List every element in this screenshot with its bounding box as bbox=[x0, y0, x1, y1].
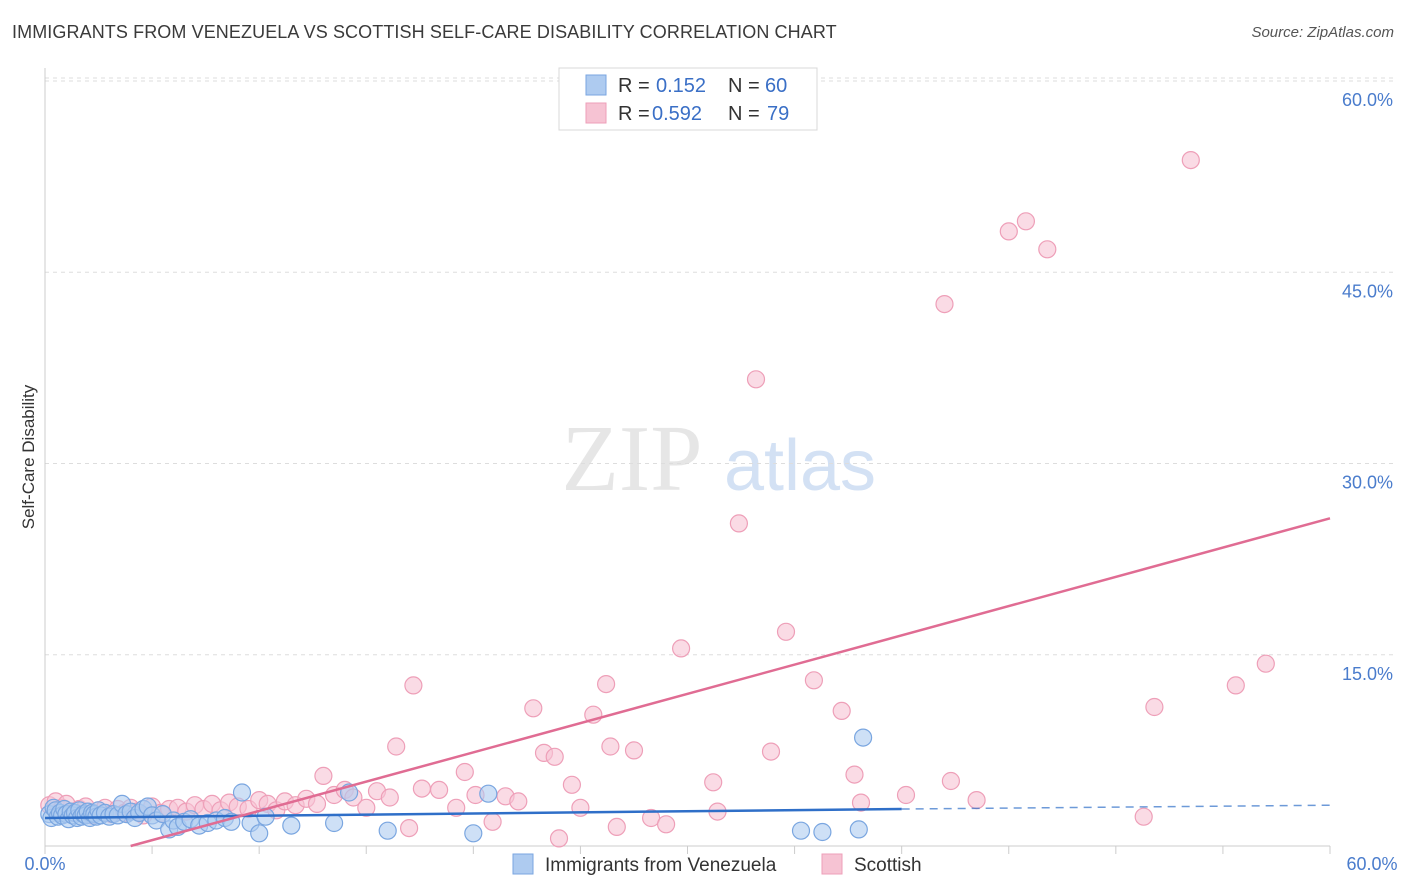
bottom-legend-swatch-scottish bbox=[821, 853, 843, 875]
scottish-point-58 bbox=[571, 798, 590, 817]
venezuela-point-49 bbox=[232, 783, 252, 802]
legend-top: R = 0.152 N = 60 R = 0.592 N = 79 bbox=[558, 67, 818, 131]
scottish-point-66 bbox=[671, 639, 691, 658]
scottish-point-35 bbox=[314, 766, 333, 786]
trend-lines bbox=[44, 517, 1331, 848]
scottish-point-77 bbox=[896, 785, 916, 805]
legend-n-label-venezuela: N = bbox=[728, 75, 760, 97]
scottish-point-78 bbox=[935, 295, 954, 314]
legend-r-value-scottish: 0.592 bbox=[652, 103, 702, 125]
y-axis-label: Self-Care Disability bbox=[19, 384, 38, 529]
chart-title: IMMIGRANTS FROM VENEZUELA VS SCOTTISH SE… bbox=[12, 22, 837, 42]
x-tick-label-min: 0.0% bbox=[24, 854, 65, 874]
scottish-point-73 bbox=[804, 671, 824, 690]
scottish-point-75 bbox=[845, 765, 864, 784]
scottish-point-57 bbox=[562, 775, 582, 794]
scottish-point-80 bbox=[967, 790, 986, 810]
scottish-point-44 bbox=[404, 676, 423, 695]
bottom-legend-label-venezuela: Immigrants from Venezuela bbox=[545, 855, 777, 876]
watermark-zip: ZIP bbox=[562, 407, 703, 511]
scottish-point-82 bbox=[1016, 212, 1036, 231]
legend-n-value-scottish: 79 bbox=[767, 103, 789, 125]
scottish-point-85 bbox=[1145, 697, 1164, 717]
legend-bottom: Immigrants from Venezuela Scottish bbox=[512, 853, 922, 876]
legend-swatch-scottish bbox=[585, 102, 607, 124]
scottish-point-87 bbox=[1226, 676, 1245, 695]
y-tick-labels: 15.0% 30.0% 45.0% 60.0% bbox=[1342, 90, 1393, 684]
venezuela-point-60 bbox=[853, 728, 873, 747]
scottish-point-53 bbox=[524, 699, 543, 718]
venezuela-trend-line bbox=[44, 807, 902, 820]
scottish-point-65 bbox=[656, 815, 676, 834]
scottish-point-43 bbox=[400, 818, 419, 838]
scottish-point-42 bbox=[387, 737, 406, 756]
scottish-point-47 bbox=[447, 798, 466, 817]
scottish-point-83 bbox=[1038, 240, 1057, 259]
scottish-point-41 bbox=[380, 788, 399, 807]
bottom-legend-swatch-venezuela bbox=[512, 853, 534, 875]
source-credit: Source: ZipAtlas.com bbox=[1251, 24, 1394, 41]
venezuela-point-52 bbox=[282, 816, 301, 835]
scottish-point-48 bbox=[455, 762, 474, 782]
legend-r-label-venezuela: R = bbox=[618, 75, 650, 97]
venezuela-point-55 bbox=[378, 821, 397, 840]
venezuela-point-57 bbox=[791, 821, 811, 840]
scottish-point-74 bbox=[832, 701, 851, 721]
scottish-point-71 bbox=[761, 742, 781, 761]
legend-r-value-venezuela: 0.152 bbox=[656, 75, 706, 97]
legend-swatch-venezuela bbox=[585, 74, 607, 96]
venezuela-point-56 bbox=[479, 784, 498, 803]
legend-n-label-scottish: N = bbox=[728, 103, 760, 125]
venezuela-point-61 bbox=[464, 824, 483, 843]
scottish-point-55 bbox=[545, 747, 564, 766]
scottish-point-46 bbox=[430, 780, 449, 800]
venezuela-point-62 bbox=[250, 824, 269, 843]
x-axis-ticks bbox=[44, 846, 1331, 854]
scottish-point-50 bbox=[483, 812, 502, 831]
bottom-legend-label-scottish: Scottish bbox=[854, 855, 922, 876]
y-tick-label-60: 60.0% bbox=[1342, 90, 1393, 110]
venezuela-point-53 bbox=[325, 813, 344, 833]
scottish-point-72 bbox=[776, 622, 796, 641]
scottish-point-81 bbox=[999, 222, 1018, 241]
scottish-point-69 bbox=[729, 514, 749, 533]
venezuela-points bbox=[40, 728, 873, 843]
y-tick-label-15: 15.0% bbox=[1342, 664, 1393, 684]
scottish-point-62 bbox=[607, 817, 626, 837]
y-tick-label-30: 30.0% bbox=[1342, 473, 1393, 493]
legend-r-label-scottish: R = bbox=[618, 103, 650, 125]
y-tick-label-45: 45.0% bbox=[1342, 281, 1393, 301]
scottish-point-79 bbox=[941, 771, 961, 791]
watermark-atlas: atlas bbox=[724, 426, 876, 506]
scottish-point-39 bbox=[357, 798, 376, 817]
venezuela-point-59 bbox=[849, 820, 868, 839]
scottish-point-88 bbox=[1256, 654, 1275, 673]
scottish-trend-line bbox=[130, 517, 1331, 848]
x-tick-label-max: 60.0% bbox=[1346, 854, 1397, 874]
scottish-point-60 bbox=[596, 674, 616, 694]
scottish-point-45 bbox=[412, 779, 431, 798]
scottish-point-61 bbox=[601, 737, 620, 756]
scottish-point-56 bbox=[549, 829, 569, 848]
scottish-point-67 bbox=[704, 773, 723, 792]
scottish-point-63 bbox=[624, 741, 644, 760]
scottish-point-52 bbox=[509, 792, 528, 811]
scottish-point-70 bbox=[746, 370, 766, 389]
venezuela-point-58 bbox=[813, 822, 832, 842]
legend-n-value-venezuela: 60 bbox=[765, 75, 787, 97]
scottish-point-76 bbox=[851, 793, 871, 812]
scottish-point-84 bbox=[1134, 807, 1153, 826]
scottish-point-86 bbox=[1181, 151, 1200, 170]
watermark: ZIP atlas bbox=[562, 407, 877, 511]
venezuela-trend-extension bbox=[901, 804, 1331, 810]
